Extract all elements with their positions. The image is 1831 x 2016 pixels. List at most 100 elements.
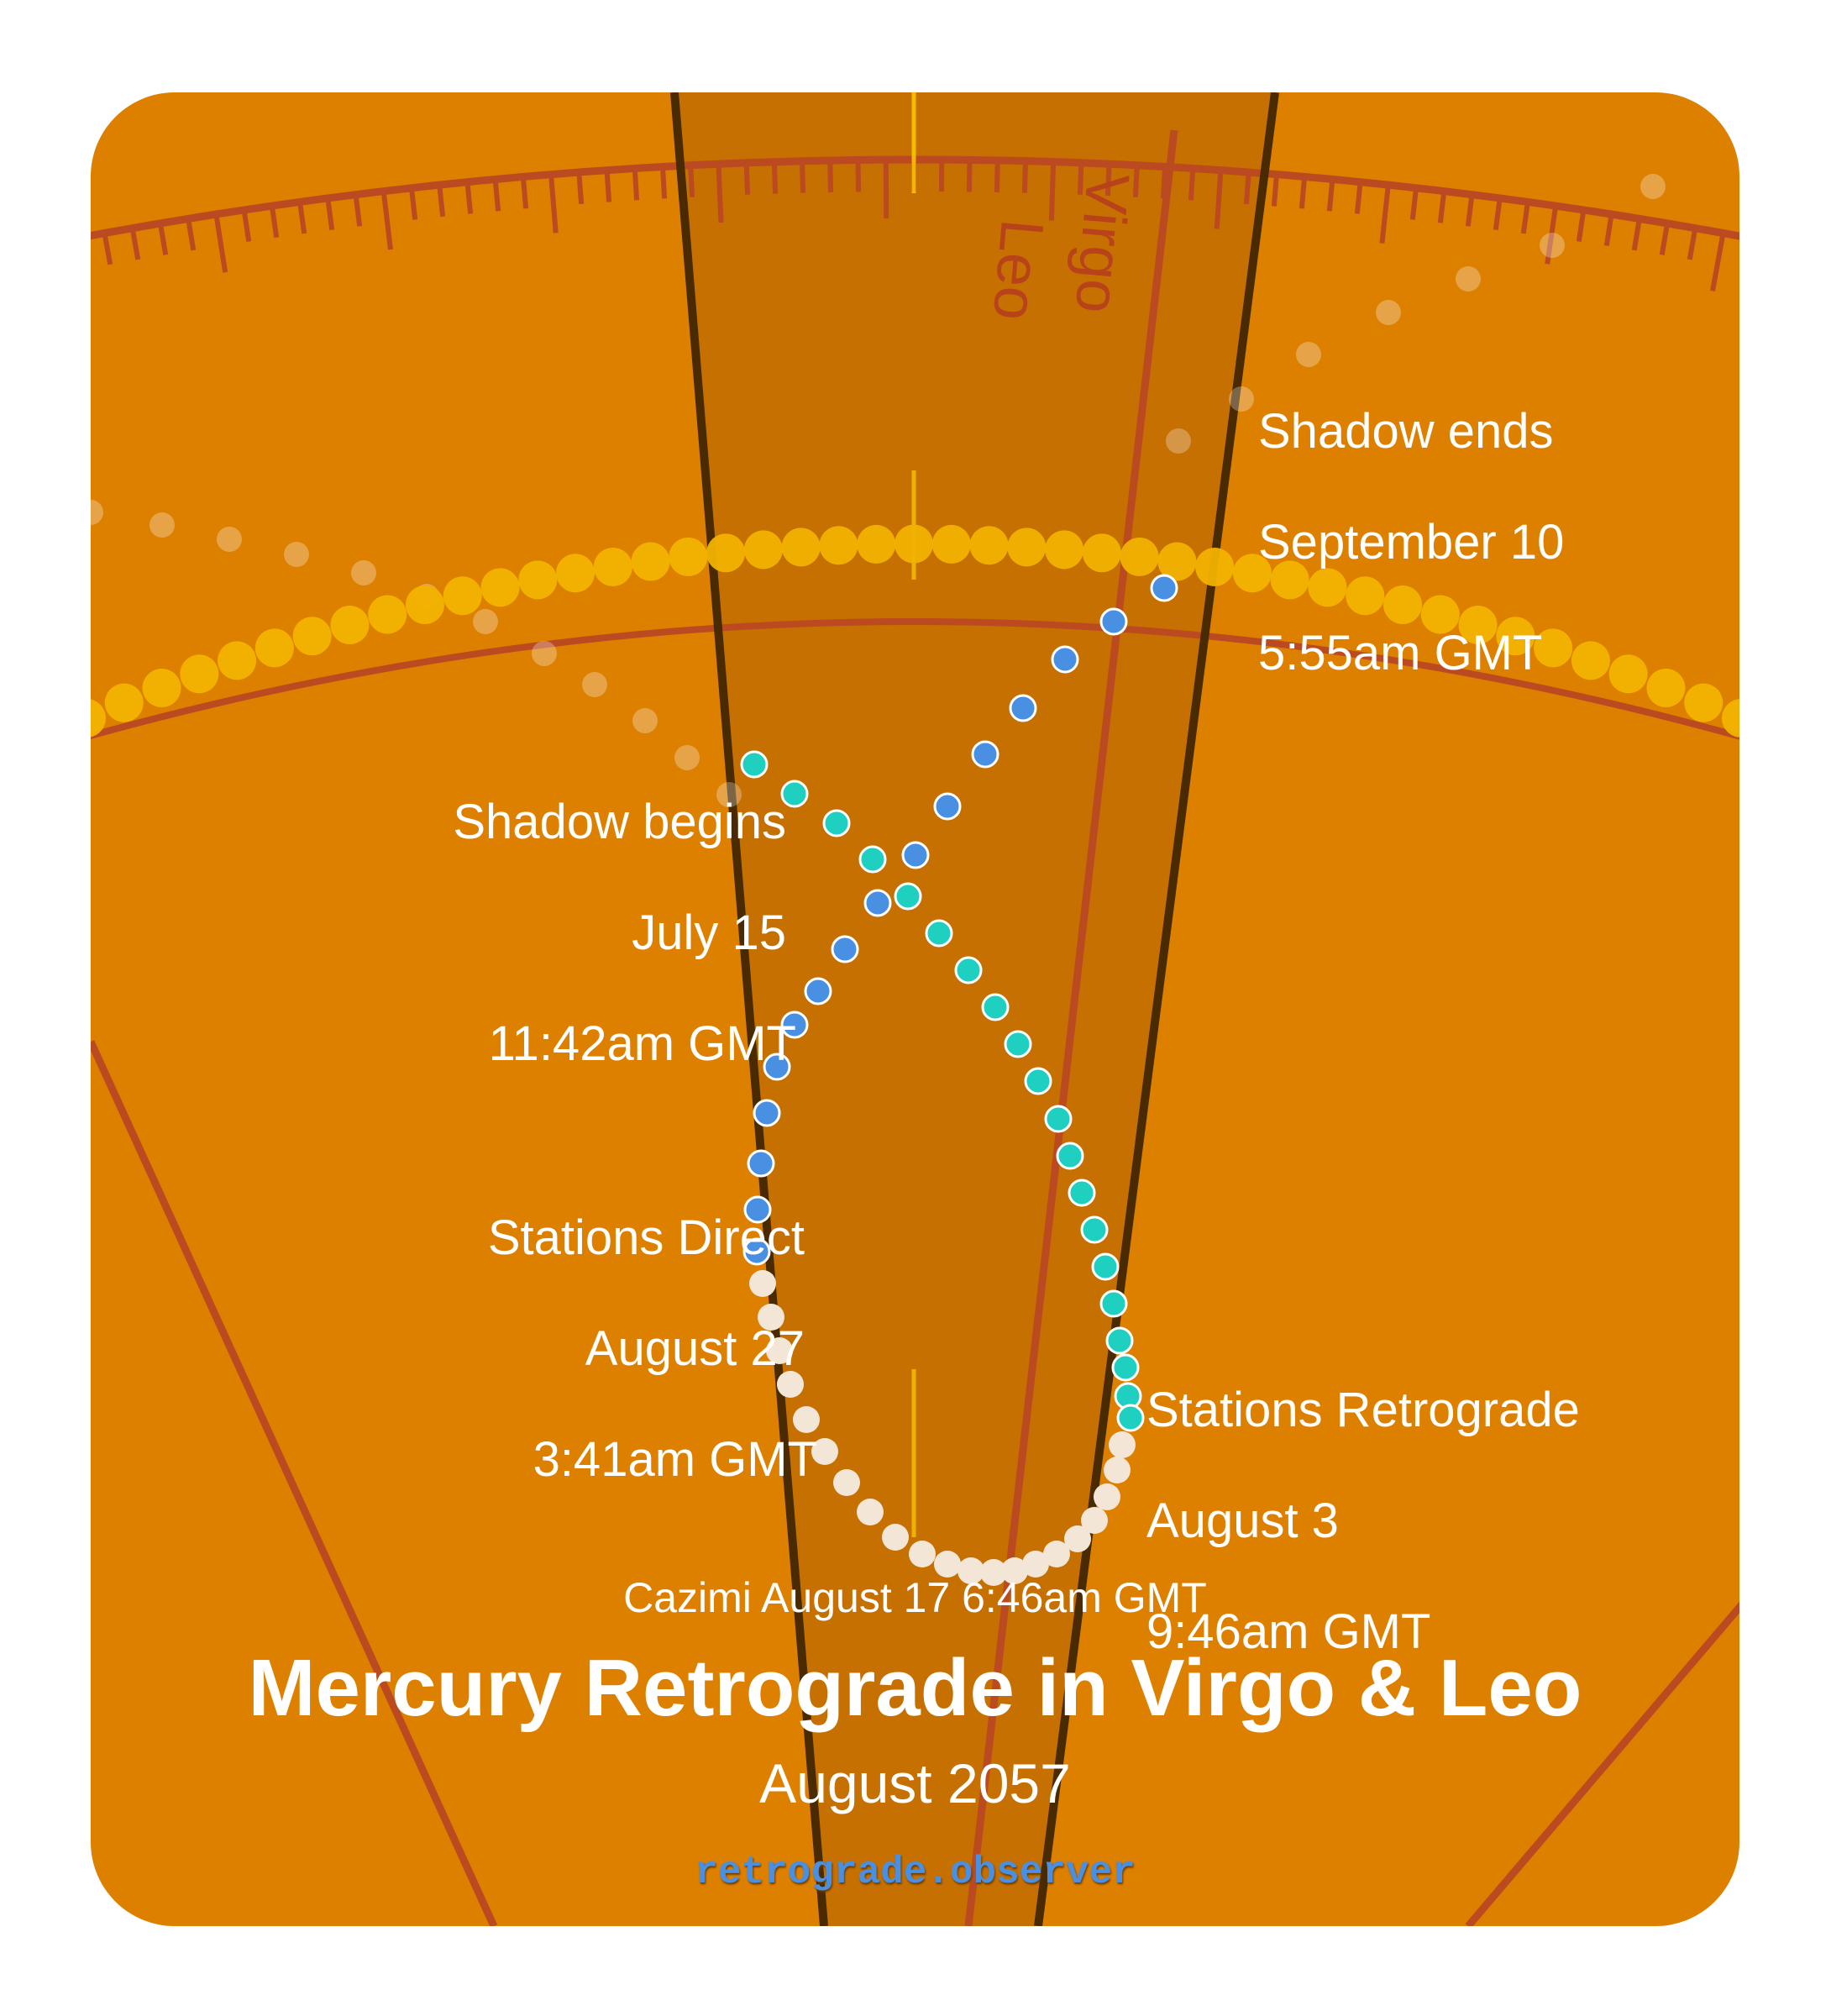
faint-planet-dot: [1540, 233, 1565, 258]
mercury-dot-retrograde: [811, 1438, 838, 1465]
sun-dot: [142, 668, 181, 707]
event-title: Stations Direct: [487, 1210, 805, 1265]
sun-dot: [706, 533, 746, 573]
zodiac-tick: [1077, 162, 1084, 195]
sun-dot: [931, 524, 971, 564]
mercury-dot-post-shadow: [1150, 574, 1178, 602]
sun-dot: [1157, 542, 1197, 581]
mercury-dot-post-shadow: [1099, 607, 1128, 636]
mercury-dot-retrograde: [1094, 1483, 1120, 1510]
event-date: August 3: [1146, 1494, 1339, 1548]
zodiac-tick: [325, 197, 335, 230]
faint-planet-dot: [91, 500, 103, 525]
site-link[interactable]: retrograde.observer: [695, 1851, 1136, 1894]
zodiac-radial-line: [91, 1040, 498, 1926]
zodiac-tick: [157, 223, 169, 255]
sun-dot: [405, 585, 444, 624]
mercury-dot-pre-shadow: [1024, 1067, 1052, 1095]
faint-planet-dot: [150, 512, 175, 538]
mercury-dot-retrograde: [1109, 1431, 1136, 1458]
sun-dot: [1346, 576, 1385, 616]
event-date: September 10: [1258, 515, 1565, 570]
zodiac-tick: [1687, 228, 1698, 260]
sun-dot: [218, 641, 257, 680]
shadow-ends-label: Shadow ends September 10 5:55am GMT: [1258, 349, 1564, 737]
event-time: 3:41am GMT: [533, 1432, 817, 1487]
mercury-dot-pre-shadow: [822, 809, 851, 837]
mercury-dot-pre-shadow: [1111, 1353, 1140, 1382]
mercury-dot-post-shadow: [863, 889, 892, 917]
zodiac-tick: [1710, 232, 1726, 291]
zodiac-tick: [1659, 223, 1671, 255]
sun-dot: [1608, 654, 1648, 694]
zodiac-tick: [1243, 171, 1251, 205]
sun-dot: [1232, 554, 1272, 593]
zodiac-tick: [102, 232, 113, 265]
zodiac-tick: [1545, 205, 1559, 265]
zodiac-tick: [464, 181, 474, 214]
mercury-dot-retrograde: [882, 1524, 909, 1551]
sun-dot: [180, 654, 219, 694]
zodiac-tick: [1576, 209, 1587, 242]
mercury-dot-retrograde: [833, 1469, 860, 1496]
band-edge-left: [670, 92, 828, 1926]
event-time: 5:55am GMT: [1258, 626, 1543, 680]
mercury-dot-retrograde: [749, 1270, 776, 1297]
sun-dot: [1007, 528, 1047, 567]
zodiac-tick: [1465, 194, 1475, 227]
faint-planet-dot: [532, 641, 557, 666]
mercury-dot-retrograde: [1104, 1457, 1131, 1483]
sun-dot-trail: [91, 524, 1739, 738]
mercury-dot-pre-shadow: [954, 956, 983, 984]
zodiac-tick: [743, 162, 751, 195]
event-title: Shadow ends: [1258, 404, 1554, 459]
mercury-dot-post-shadow: [763, 1053, 791, 1081]
zodiac-tick: [129, 228, 141, 260]
sun-dot: [1571, 641, 1610, 680]
sun-dot: [518, 560, 558, 600]
sun-dot: [443, 576, 482, 616]
zodiac-tick: [213, 213, 228, 273]
sun-dot: [1458, 605, 1498, 644]
sun-dot: [91, 699, 106, 738]
faint-planet-dot: [473, 609, 498, 634]
mercury-dot-pre-shadow: [1099, 1289, 1128, 1318]
zodiac-tick: [380, 191, 393, 250]
mercury-dot-post-shadow: [780, 1011, 809, 1039]
zodiac-tick: [994, 160, 1000, 192]
zodiac-tick: [659, 166, 668, 199]
mercury-dot-retrograde: [980, 1559, 1007, 1586]
sun-dot: [857, 524, 896, 564]
zodiac-tick: [1326, 179, 1335, 212]
mercury-dot-retrograde: [793, 1406, 820, 1433]
leo-virgo-boundary: [964, 129, 1178, 1926]
zodiac-tick: [269, 205, 280, 239]
zodiac-tick: [520, 176, 529, 209]
zodiac-tick: [1298, 176, 1308, 209]
zodiac-tick: [716, 163, 724, 223]
faint-planet-dot: [217, 527, 242, 552]
stations-direct-label: Stations Direct August 27 3:41am GMT: [259, 1155, 817, 1543]
sun-dot: [292, 617, 332, 656]
zodiac-tick: [576, 171, 585, 205]
sun-dot: [1684, 683, 1723, 722]
faint-planet-trails: [91, 174, 1666, 807]
mercury-dot-pre-shadow: [780, 780, 809, 808]
mercury-dot-trail: [740, 574, 1178, 1586]
event-title: Stations Retrograde: [1146, 1383, 1580, 1437]
mercury-dot-pre-shadow: [1004, 1030, 1032, 1058]
mercury-dot-pre-shadow: [740, 750, 769, 779]
faint-planet-dot: [1456, 266, 1481, 291]
event-date: August 27: [585, 1321, 805, 1376]
mercury-dot-pre-shadow: [858, 845, 887, 874]
mercury-dot-pre-shadow: [894, 882, 922, 911]
zodiac-tick: [186, 218, 197, 251]
mercury-dot-post-shadow: [804, 977, 832, 1005]
mercury-dot-retrograde: [1043, 1541, 1070, 1567]
faint-planet-dot: [632, 708, 658, 733]
sun-dot: [1270, 560, 1309, 600]
event-date: July 15: [632, 906, 786, 960]
mercury-dot-retrograde: [1064, 1525, 1091, 1552]
mercury-dot-retrograde: [1022, 1551, 1049, 1578]
mercury-dot-post-shadow: [747, 1149, 775, 1178]
